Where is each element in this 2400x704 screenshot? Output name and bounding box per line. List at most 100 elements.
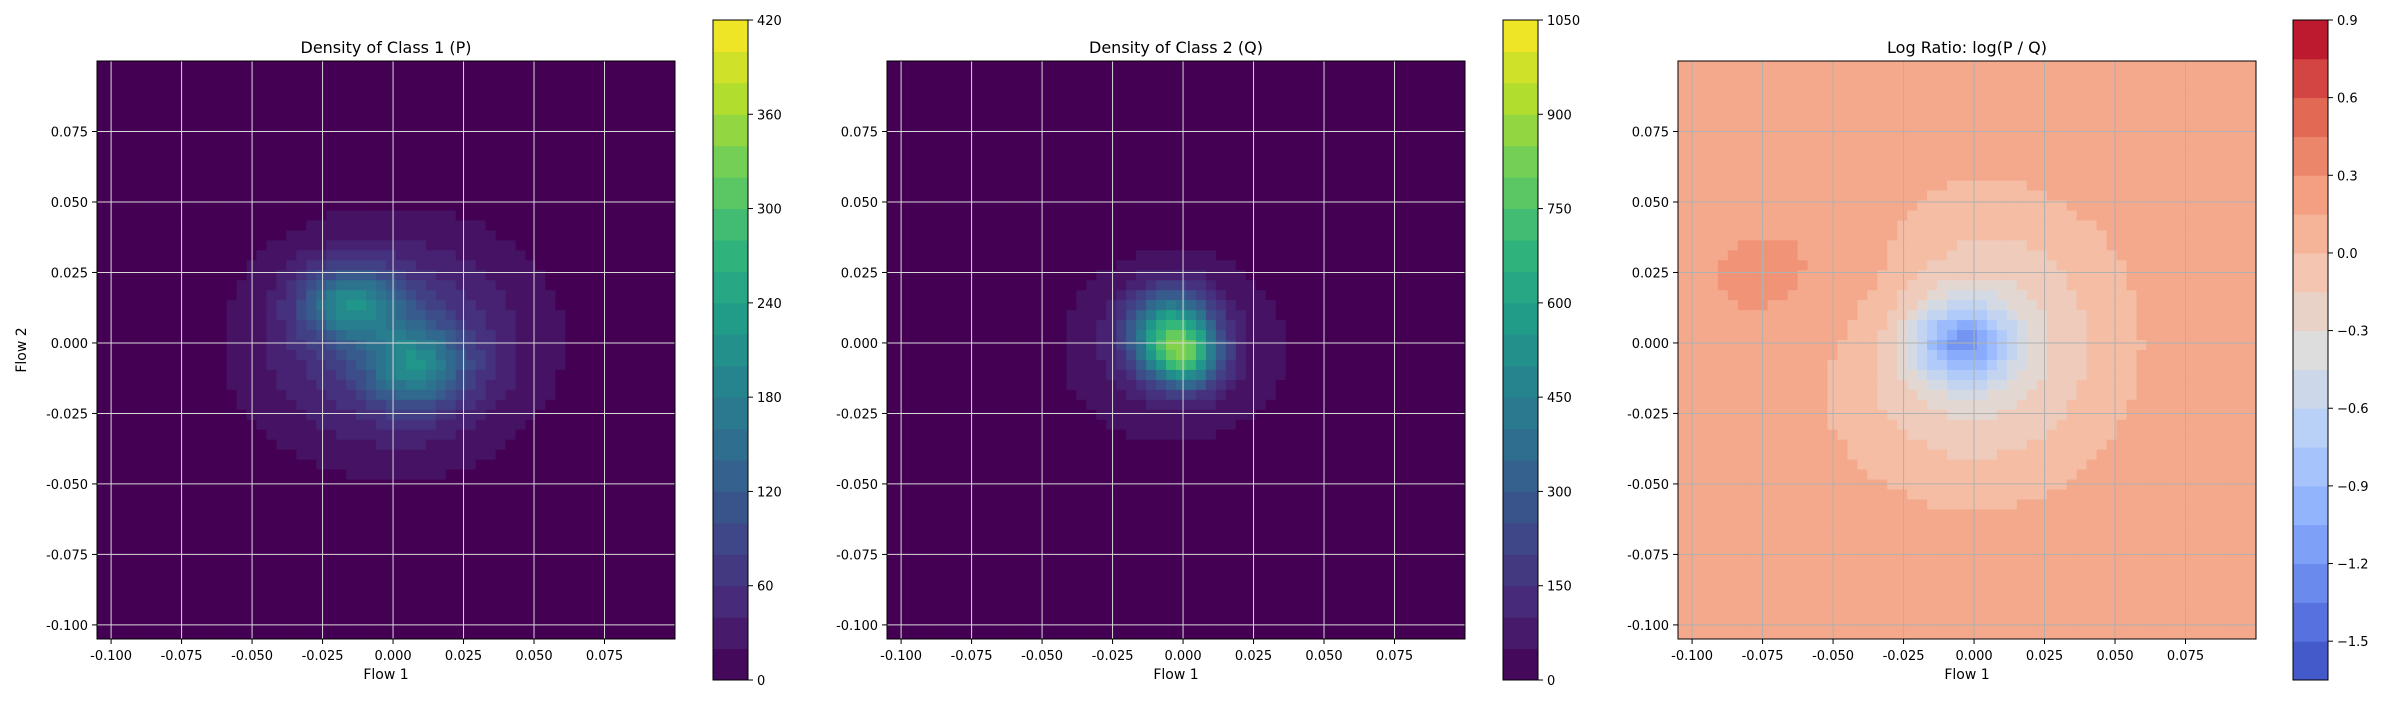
- heatmap-cell: [346, 440, 357, 451]
- heatmap-cell: [316, 181, 327, 192]
- heatmap-cell: [1365, 81, 1376, 92]
- heatmap-cell: [396, 450, 407, 461]
- heatmap-cell: [406, 430, 417, 441]
- heatmap-cell: [346, 71, 357, 82]
- heatmap-cell: [1066, 81, 1077, 92]
- heatmap-cell: [1146, 280, 1157, 291]
- heatmap-cell: [446, 400, 457, 411]
- heatmap-cell: [1116, 240, 1127, 251]
- heatmap-cell: [376, 400, 387, 411]
- heatmap-cell: [476, 619, 487, 630]
- heatmap-cell: [1296, 181, 1307, 192]
- heatmap-cell: [1206, 300, 1217, 311]
- heatmap-cell: [1435, 101, 1446, 112]
- heatmap-cell: [416, 440, 427, 451]
- heatmap-cell: [625, 240, 636, 251]
- heatmap-cell: [615, 290, 626, 301]
- heatmap-cell: [1276, 260, 1287, 271]
- heatmap-cell: [1455, 71, 1466, 82]
- heatmap-cell: [446, 310, 457, 321]
- heatmap-cell: [227, 320, 238, 331]
- heatmap-cell: [237, 490, 248, 501]
- heatmap-cell: [997, 111, 1008, 122]
- heatmap-cell: [217, 61, 228, 72]
- heatmap-cell: [1266, 131, 1277, 142]
- heatmap-cell: [1126, 181, 1137, 192]
- heatmap-cell: [456, 609, 467, 620]
- heatmap-cell: [545, 629, 556, 640]
- heatmap-cell: [977, 290, 988, 301]
- heatmap-cell: [506, 440, 517, 451]
- heatmap-cell: [346, 470, 357, 481]
- heatmap-cell: [1206, 310, 1217, 321]
- heatmap-cell: [376, 191, 387, 202]
- heatmap-cell: [157, 161, 168, 172]
- heatmap-cell: [167, 290, 178, 301]
- heatmap-cell: [1236, 121, 1247, 132]
- heatmap-cell: [117, 71, 128, 82]
- heatmap-cell: [1017, 61, 1028, 72]
- heatmap-cell: [486, 509, 497, 520]
- heatmap-cell: [615, 370, 626, 381]
- heatmap-cell: [416, 450, 427, 461]
- heatmap-cell: [496, 230, 507, 241]
- heatmap-cell: [585, 151, 596, 162]
- heatmap-cell: [336, 599, 347, 610]
- heatmap-cell: [506, 360, 517, 371]
- heatmap-cell: [1296, 280, 1307, 291]
- heatmap-cell: [1246, 240, 1257, 251]
- heatmap-cell: [625, 499, 636, 510]
- heatmap-cell: [575, 599, 586, 610]
- heatmap-cell: [1007, 280, 1018, 291]
- heatmap-cell: [615, 250, 626, 261]
- heatmap-cell: [1066, 250, 1077, 261]
- heatmap-cell: [276, 509, 287, 520]
- heatmap-cell: [97, 260, 108, 271]
- heatmap-cell: [1086, 320, 1097, 331]
- heatmap-cell: [396, 91, 407, 102]
- heatmap-cell: [157, 340, 168, 351]
- heatmap-cell: [306, 450, 317, 461]
- heatmap-cell: [376, 161, 387, 172]
- heatmap-cell: [1246, 91, 1257, 102]
- heatmap-cell: [1445, 141, 1456, 152]
- heatmap-cell: [1246, 161, 1257, 172]
- heatmap-cell: [167, 131, 178, 142]
- heatmap-cell: [496, 171, 507, 182]
- heatmap-cell: [1126, 260, 1137, 271]
- heatmap-cell: [256, 81, 267, 92]
- heatmap-cell: [366, 280, 377, 291]
- heatmap-cell: [356, 490, 367, 501]
- heatmap-cell: [516, 539, 527, 550]
- heatmap-cell: [1306, 171, 1317, 182]
- heatmap-cell: [1445, 270, 1456, 281]
- heatmap-cell: [187, 161, 198, 172]
- heatmap-cell: [605, 330, 616, 341]
- heatmap-cell: [957, 181, 968, 192]
- heatmap-cell: [555, 480, 566, 491]
- heatmap-cell: [157, 101, 168, 112]
- heatmap-cell: [286, 131, 297, 142]
- heatmap-cell: [127, 340, 138, 351]
- heatmap-cell: [326, 529, 337, 540]
- heatmap-cell: [366, 569, 377, 580]
- heatmap-cell: [496, 191, 507, 202]
- heatmap-cell: [346, 519, 357, 530]
- heatmap-cell: [1276, 151, 1287, 162]
- heatmap-cell: [237, 121, 248, 132]
- heatmap-cell: [276, 529, 287, 540]
- heatmap-cell: [1395, 240, 1406, 251]
- heatmap-cell: [1276, 280, 1287, 291]
- heatmap-cell: [336, 380, 347, 391]
- heatmap-cell: [426, 280, 437, 291]
- heatmap-cell: [496, 270, 507, 281]
- heatmap-cell: [1266, 220, 1277, 231]
- heatmap-cell: [1345, 181, 1356, 192]
- heatmap-cell: [286, 420, 297, 431]
- heatmap-cell: [296, 599, 307, 610]
- heatmap-cell: [516, 519, 527, 530]
- heatmap-cell: [197, 559, 208, 570]
- heatmap-cell: [336, 619, 347, 630]
- heatmap-cell: [237, 589, 248, 600]
- heatmap-cell: [127, 101, 138, 112]
